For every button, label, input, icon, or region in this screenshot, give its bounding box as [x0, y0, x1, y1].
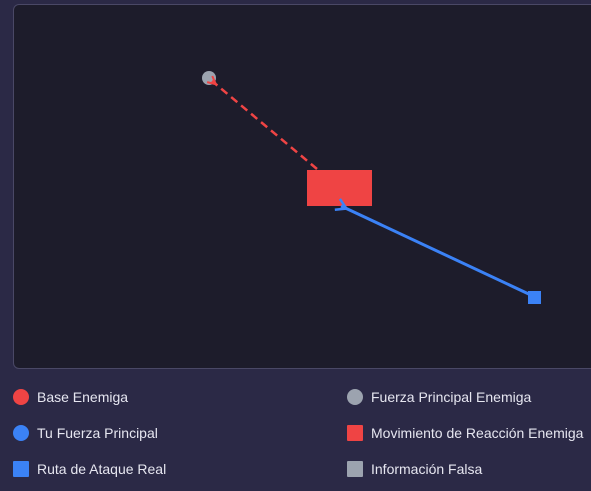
blue-circle-icon [13, 425, 29, 441]
gray-square-icon [347, 461, 363, 477]
enemy-reaction-arrow [212, 81, 318, 170]
map-legend: Base Enemiga Fuerza Principal Enemiga Tu… [0, 380, 591, 490]
legend-item-your-force: Tu Fuerza Principal [13, 423, 158, 443]
legend-item-enemy-base: Base Enemiga [13, 387, 128, 407]
real-attack-route-arrow [341, 206, 534, 298]
blue-square-icon [13, 461, 29, 477]
tactical-map [13, 4, 591, 369]
legend-label: Información Falsa [371, 461, 483, 477]
legend-item-enemy-reaction: Movimiento de Reacción Enemiga [347, 423, 583, 443]
red-square-icon [347, 425, 363, 441]
legend-label: Base Enemiga [37, 389, 129, 405]
legend-item-enemy-main-force: Fuerza Principal Enemiga [347, 387, 531, 407]
legend-label: Ruta de Ataque Real [37, 461, 167, 477]
legend-label: Tu Fuerza Principal [37, 425, 158, 441]
enemy-base-marker [307, 170, 372, 206]
legend-item-real-attack-route: Ruta de Ataque Real [13, 459, 166, 479]
map-canvas [202, 71, 541, 304]
legend-item-false-info: Información Falsa [347, 459, 482, 479]
legend-label: Fuerza Principal Enemiga [371, 389, 532, 405]
gray-circle-icon [347, 389, 363, 405]
legend-label: Movimiento de Reacción Enemiga [371, 425, 584, 441]
your-force-marker [528, 291, 541, 304]
red-circle-icon [13, 389, 29, 405]
